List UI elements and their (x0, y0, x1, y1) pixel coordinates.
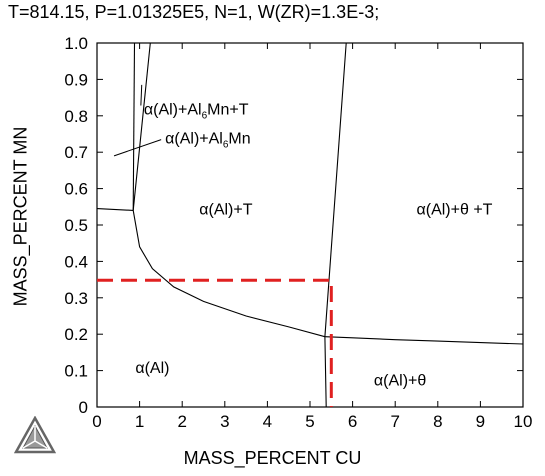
region-label: α(Al)+θ +T (417, 202, 493, 219)
x-tick-label: 7 (390, 412, 399, 431)
x-axis-label: MASS_PERCENT CU (183, 448, 362, 468)
phase-boundary-line (324, 42, 347, 408)
x-tick-group: 0 1 2 3 4 5 6 7 8 9 10 (92, 43, 532, 431)
y-tick-label: 1.0 (64, 34, 88, 53)
y-tick-label: 0.6 (64, 180, 88, 199)
x-tick-label: 8 (433, 412, 442, 431)
label-pointer-line (113, 139, 162, 157)
y-tick-label: 0.9 (64, 70, 88, 89)
x-tick-label: 3 (220, 412, 229, 431)
phase-boundary-line (324, 336, 524, 345)
region-label: α(Al) (135, 360, 169, 377)
region-label: α(Al)+Al6Mn+T (144, 102, 249, 122)
x-tick-label: 10 (514, 412, 533, 431)
phase-boundary-group (96, 42, 524, 408)
label-pointer-line (140, 84, 143, 106)
phase-boundary-line (132, 42, 136, 211)
label-pointer-group (113, 84, 162, 157)
x-tick-label: 6 (348, 412, 357, 431)
y-tick-label: 0.5 (64, 216, 88, 235)
y-tick-group: 0 0.1 0.2 0.3 0.4 0.5 0.6 0.7 0.8 0.9 1.0 (64, 34, 523, 417)
y-axis-label: MASS_PERCENT MN (10, 126, 31, 307)
phase-boundary-line (132, 42, 151, 211)
x-tick-label: 9 (476, 412, 485, 431)
phase-boundary-line (132, 210, 326, 338)
y-tick-label: 0.7 (64, 143, 88, 162)
y-tick-label: 0.3 (64, 289, 88, 308)
chart-title: T=814.15, P=1.01325E5, N=1, W(ZR)=1.3E-3… (8, 2, 380, 22)
reference-dashed-line (97, 278, 333, 407)
phase-boundary-line (96, 208, 134, 211)
x-tick-label: 5 (305, 412, 314, 431)
y-tick-label: 0.1 (64, 362, 88, 381)
region-label: α(Al)+θ (374, 373, 426, 390)
x-tick-label: 0 (92, 412, 101, 431)
x-tick-label: 2 (177, 412, 186, 431)
x-tick-label: 1 (135, 412, 144, 431)
y-tick-label: 0.8 (64, 107, 88, 126)
thermo-calc-logo-icon (14, 416, 56, 454)
plot-area-frame (96, 42, 524, 408)
region-label-group: α(Al)+Al6Mn+T α(Al)+Al6Mn α(Al)+T α(Al)+θ +… (135, 102, 492, 390)
y-tick-label: 0.2 (64, 325, 88, 344)
region-label: α(Al)+T (199, 202, 252, 219)
x-tick-label: 4 (263, 412, 272, 431)
y-tick-label: 0.4 (64, 252, 88, 271)
y-tick-label: 0 (79, 398, 88, 417)
region-label: α(Al)+Al6Mn (165, 131, 251, 151)
